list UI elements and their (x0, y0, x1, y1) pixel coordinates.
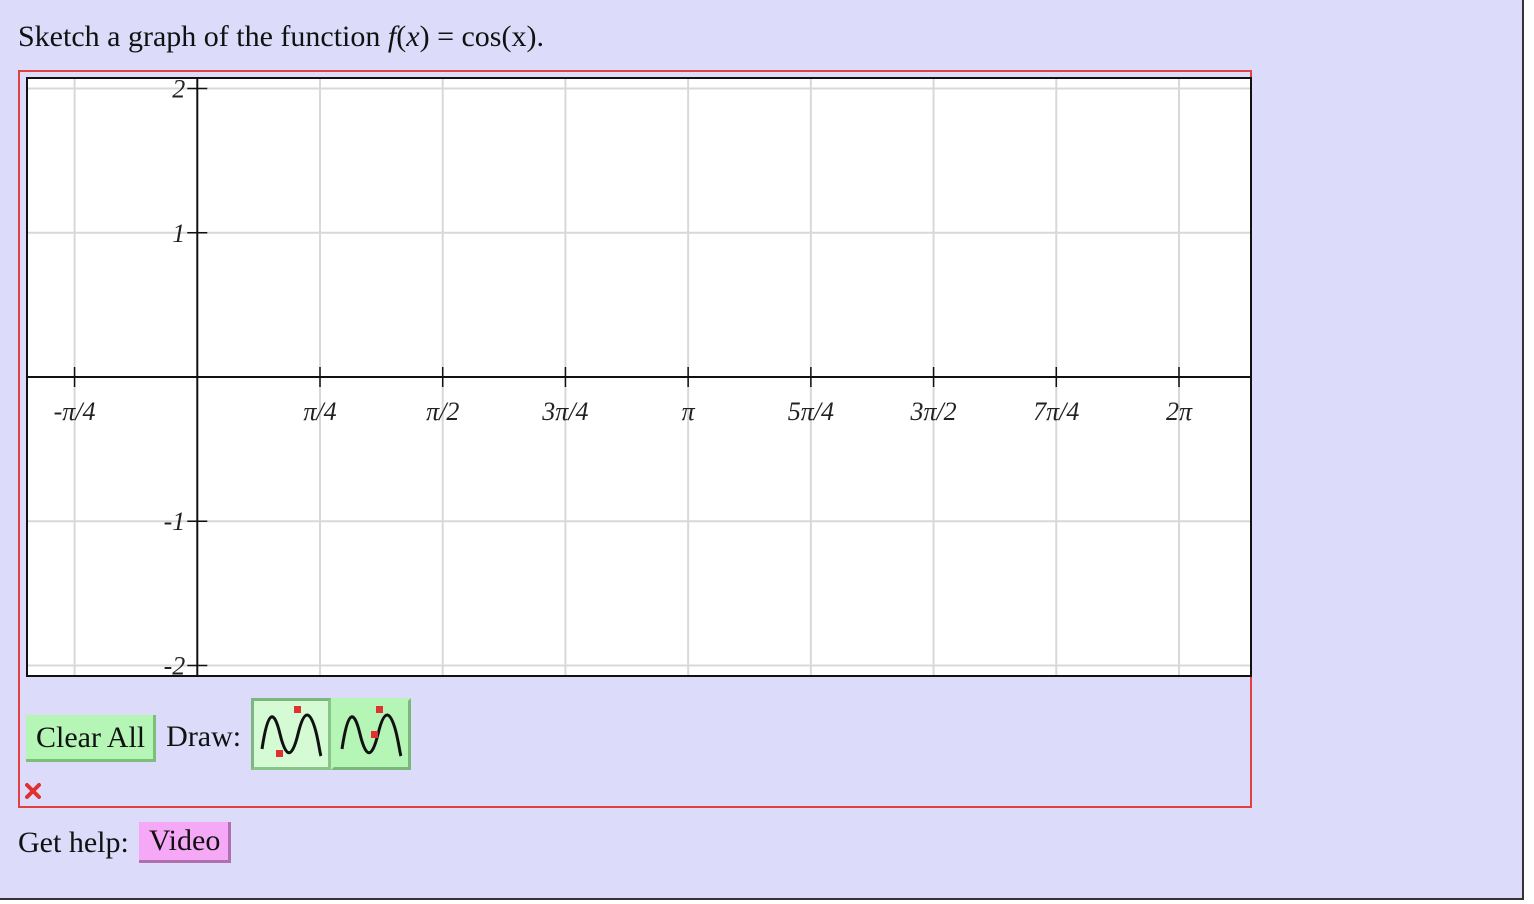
question-math: f(x) = cos(x). (388, 20, 544, 53)
draw-label: Draw: (166, 720, 242, 753)
help-label: Get help: (18, 825, 129, 859)
anchor-point-top (376, 706, 384, 713)
equals-sign: = (429, 20, 462, 53)
x-tick-label: π (682, 397, 696, 426)
sine-wave-icon (260, 706, 323, 757)
y-tick-label: 2 (172, 77, 185, 104)
x-tick-label: 7π/4 (1033, 397, 1079, 426)
sine-wave-tool[interactable] (251, 698, 332, 770)
answer-box: -π/4 π/4 π/2 3π/4 π 5π/4 3π/2 7π/4 2π 2 1 -1 -2 Clea… (18, 70, 1252, 808)
sine-wave-alt-icon (340, 706, 403, 757)
help-row: Get help: Video (18, 822, 232, 863)
video-button[interactable]: Video (138, 822, 232, 863)
graph-frame (26, 77, 1252, 677)
cos-argument: (x). (501, 20, 544, 53)
x-tick-label: π/2 (426, 397, 459, 426)
x-mark-icon (25, 783, 41, 799)
x-tick-label: 3π/4 (541, 397, 588, 426)
x-tick-label: 5π/4 (788, 397, 834, 426)
y-tick-label: 1 (172, 219, 185, 248)
x-tick-label: -π/4 (54, 397, 96, 426)
question-prefix: Sketch a graph of the function (18, 20, 388, 53)
sine-wave-alt-tool[interactable] (331, 698, 412, 770)
x-tick-label: 2π (1166, 397, 1193, 426)
question-text: Sketch a graph of the function f(x) = co… (18, 20, 544, 54)
paren-close: ) (419, 20, 430, 53)
anchor-point-top (294, 706, 302, 713)
cos-function: cos (461, 20, 502, 53)
x-tick-label: π/4 (303, 397, 336, 426)
y-tick-label: -1 (164, 507, 186, 536)
graph-canvas[interactable]: -π/4 π/4 π/2 3π/4 π 5π/4 3π/2 7π/4 2π 2 1 -1 -2 (26, 77, 1252, 677)
graph-svg[interactable]: -π/4 π/4 π/2 3π/4 π 5π/4 3π/2 7π/4 2π 2 1 -1 -2 (26, 77, 1252, 677)
paren-open: ( (396, 20, 407, 53)
graph-controls: Clear All Draw: (26, 697, 412, 771)
anchor-point-middle (371, 731, 379, 738)
anchor-point-bottom (276, 750, 284, 757)
clear-all-button[interactable]: Clear All (26, 714, 157, 762)
y-tick-label: -2 (164, 651, 186, 677)
x-tick-label: 3π/2 (909, 397, 956, 426)
function-variable: x (406, 20, 420, 53)
function-name: f (387, 20, 397, 53)
